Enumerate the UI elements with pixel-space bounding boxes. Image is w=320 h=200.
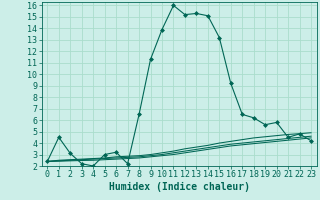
X-axis label: Humidex (Indice chaleur): Humidex (Indice chaleur) [109,182,250,192]
